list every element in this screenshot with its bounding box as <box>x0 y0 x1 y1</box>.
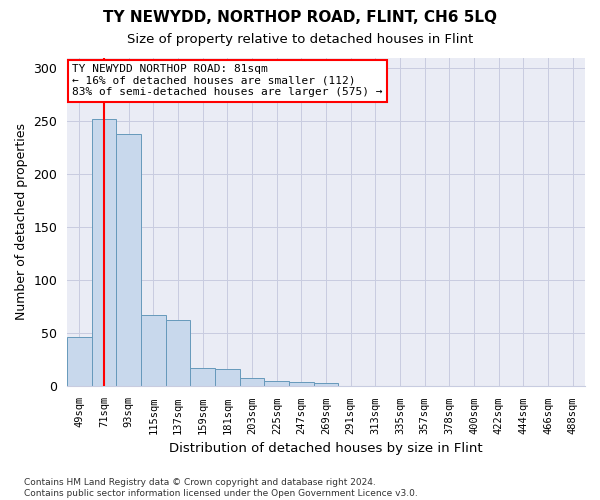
Bar <box>215 370 240 386</box>
Bar <box>116 134 141 386</box>
Bar <box>166 320 190 386</box>
Text: Contains HM Land Registry data © Crown copyright and database right 2024.
Contai: Contains HM Land Registry data © Crown c… <box>24 478 418 498</box>
Bar <box>240 378 265 386</box>
Text: Size of property relative to detached houses in Flint: Size of property relative to detached ho… <box>127 32 473 46</box>
Bar <box>289 382 314 386</box>
Bar <box>67 336 92 386</box>
Text: TY NEWYDD, NORTHOP ROAD, FLINT, CH6 5LQ: TY NEWYDD, NORTHOP ROAD, FLINT, CH6 5LQ <box>103 10 497 25</box>
Text: TY NEWYDD NORTHOP ROAD: 81sqm
← 16% of detached houses are smaller (112)
83% of : TY NEWYDD NORTHOP ROAD: 81sqm ← 16% of d… <box>73 64 383 98</box>
Bar <box>141 316 166 386</box>
X-axis label: Distribution of detached houses by size in Flint: Distribution of detached houses by size … <box>169 442 483 455</box>
Y-axis label: Number of detached properties: Number of detached properties <box>15 124 28 320</box>
Bar <box>190 368 215 386</box>
Bar <box>265 381 289 386</box>
Bar <box>92 119 116 386</box>
Bar <box>314 384 338 386</box>
